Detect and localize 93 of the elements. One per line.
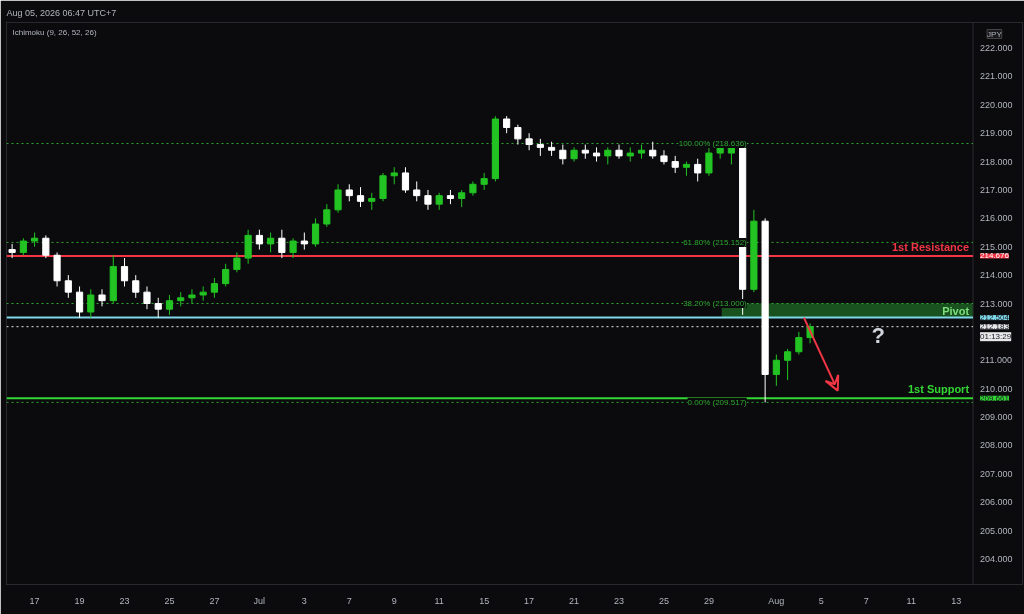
candlestick: [615, 144, 623, 160]
y-tick-label: 206.000: [980, 497, 1013, 508]
x-tick-label: 5: [818, 595, 824, 606]
candlestick: [514, 124, 522, 146]
y-tick-label: 220.000: [980, 99, 1013, 110]
y-tick-label: 214.000: [980, 270, 1013, 281]
candlestick: [154, 297, 162, 319]
candlestick: [424, 189, 432, 211]
y-tick-label: 208.000: [980, 440, 1013, 451]
candlestick: [525, 132, 533, 151]
x-tick-label: 13: [951, 595, 962, 606]
candlestick: [165, 294, 174, 316]
y-tick-label: 217.000: [980, 184, 1013, 195]
candlestick: [772, 354, 780, 387]
y-axis-title: JPY: [987, 29, 1003, 39]
x-tick-label: 9: [391, 595, 397, 606]
candlestick: [795, 331, 803, 356]
candlestick: [233, 251, 241, 273]
x-tick-label: 23: [119, 595, 130, 606]
x-tick-label: 19: [74, 595, 85, 606]
x-tick-label: Jul: [253, 595, 266, 606]
candlestick: [87, 288, 95, 319]
annotation: ?: [871, 323, 886, 349]
x-tick-label: 7: [863, 595, 869, 606]
candlestick: [75, 285, 84, 319]
band-label: Pivot: [942, 304, 970, 317]
candlestick: [8, 243, 16, 259]
y-tick-label: 204.000: [980, 553, 1013, 564]
y-tick-label: 207.000: [980, 468, 1013, 479]
candlestick: [244, 229, 252, 265]
candlestick: [559, 144, 567, 165]
candlestick: [267, 232, 275, 253]
candlestick: [120, 257, 129, 287]
x-tick-label: 15: [479, 595, 490, 606]
ref-line-label: 1st Support: [907, 383, 970, 396]
candlestick: [334, 183, 342, 214]
y-tick-label: 205.000: [980, 525, 1013, 536]
candlestick: [401, 166, 410, 194]
candlestick: [694, 158, 702, 182]
y-tick-label: 213.000: [980, 298, 1013, 309]
y-tick-label: 210.000: [980, 383, 1013, 394]
candlestick: [356, 186, 365, 208]
y-tick-label: 219.000: [980, 128, 1013, 139]
y-tick-label: 212.504: [980, 313, 1010, 323]
candlestick: [98, 288, 106, 307]
candlestick: [323, 203, 331, 228]
candlestick: [660, 149, 668, 165]
x-tick-label: 11: [906, 595, 916, 606]
x-tick-label: 25: [658, 595, 669, 606]
candlestick: [784, 348, 792, 381]
candlestick: [255, 229, 263, 251]
y-tick-label: 218.000: [980, 156, 1013, 167]
text: 01:13:29: [980, 332, 1012, 342]
candlestick: [311, 217, 320, 248]
ref-line-label: 61.80% (215.152): [683, 237, 748, 247]
x-tick-label: 17: [29, 595, 40, 606]
x-tick-label: Aug: [768, 595, 785, 606]
x-tick-label: 7: [346, 595, 352, 606]
chart-subtitle: Aug 05, 2026 06:47 UTC+7: [6, 7, 117, 18]
x-tick-label: 25: [164, 595, 175, 606]
candlestick: [379, 172, 387, 202]
candlestick: [64, 274, 72, 299]
candlestick: [143, 285, 151, 310]
ref-line-label: 38.20% (213.000): [683, 299, 748, 308]
candlestick: [705, 146, 713, 177]
candlestick: [222, 263, 230, 287]
y-tick-label: 214.676: [980, 251, 1010, 261]
x-tick-label: 17: [524, 595, 535, 606]
candlestick: [210, 277, 219, 299]
candlestick: [278, 229, 286, 259]
ref-line-label: 0.00% (209.517): [687, 397, 748, 407]
y-tick-label: 209.661: [980, 393, 1010, 403]
y-tick-label: 209.000: [980, 412, 1013, 423]
y-tick-label: 212.183: [980, 322, 1010, 332]
x-tick-label: 3: [301, 595, 307, 606]
x-tick-label: 27: [209, 595, 220, 606]
ref-line-label: 100.00% (218.636): [678, 139, 748, 149]
x-tick-label: 23: [614, 595, 625, 606]
x-tick-label: 21: [569, 595, 580, 606]
candlestick: [289, 237, 297, 259]
x-tick-label: 29: [703, 595, 714, 606]
x-tick-label: 11: [434, 595, 444, 606]
annotation: Ichimoku (9, 26, 52, 26): [12, 27, 97, 37]
y-tick-label: 216.000: [980, 213, 1013, 224]
y-tick-label: 211.000: [980, 355, 1012, 366]
candlestick: [42, 234, 50, 259]
candlestick: [188, 288, 196, 304]
candlestick: [132, 274, 140, 299]
y-tick-label: 222.000: [980, 43, 1013, 54]
ref-line-label: 1st Resistance: [892, 240, 970, 253]
candlestick: [413, 180, 421, 202]
y-tick-label: 215.000: [980, 241, 1013, 252]
y-tick-label: 221.000: [980, 71, 1013, 82]
